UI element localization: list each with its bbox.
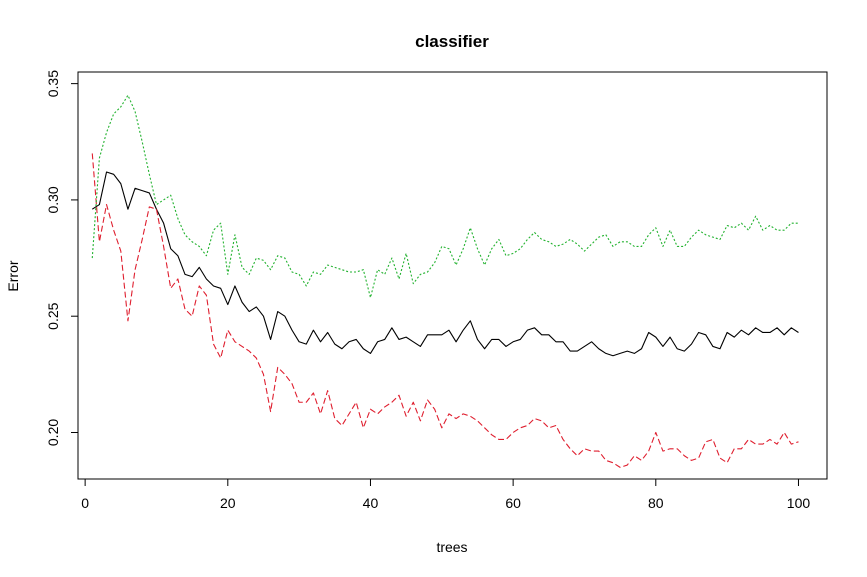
x-tick-label: 20 — [220, 495, 236, 511]
x-tick-label: 0 — [81, 495, 89, 511]
y-tick-label: 0.25 — [45, 302, 61, 329]
chart-title: classifier — [415, 32, 489, 51]
x-tick-label: 80 — [648, 495, 664, 511]
y-tick-label: 0.30 — [45, 186, 61, 213]
x-tick-label: 60 — [505, 495, 521, 511]
plot-frame — [77, 71, 828, 480]
series-line-3 — [91, 94, 799, 299]
x-axis-label: trees — [436, 539, 467, 555]
x-tick-label: 40 — [363, 495, 379, 511]
x-axis: 0 20 40 60 80 100 — [81, 478, 811, 511]
y-tick-label: 0.20 — [45, 419, 61, 446]
y-tick-label: 0.35 — [45, 70, 61, 97]
x-tick-label: 100 — [787, 495, 811, 511]
y-axis-label: Error — [5, 260, 21, 291]
series-line-1 — [91, 171, 799, 357]
series-layer — [91, 94, 799, 468]
y-axis: 0.20 0.25 0.30 0.35 — [45, 70, 79, 446]
series-line-2 — [91, 153, 799, 468]
